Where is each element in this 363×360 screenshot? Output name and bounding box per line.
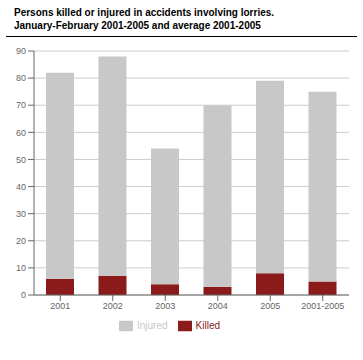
svg-text:50: 50	[16, 155, 26, 165]
svg-text:0: 0	[21, 290, 26, 300]
svg-text:90: 90	[16, 46, 26, 56]
svg-text:20: 20	[16, 236, 26, 246]
svg-text:2001-2005: 2001-2005	[301, 301, 344, 311]
svg-text:70: 70	[16, 100, 26, 110]
svg-text:2001: 2001	[50, 301, 70, 311]
html-text:Injured: Injured	[137, 319, 168, 331]
svg-text:30: 30	[16, 209, 26, 219]
svg-text:2003: 2003	[155, 301, 175, 311]
svg-text:10: 10	[16, 263, 26, 273]
svg-text:60: 60	[16, 128, 26, 138]
html-text:January-February 2001-2005 and: January-February 2001-2005 and average 2…	[14, 20, 261, 31]
html-text:Persons killed or injured in a: Persons killed or injured in accidents i…	[14, 7, 275, 18]
html-text:Killed: Killed	[195, 319, 220, 331]
svg-text:40: 40	[16, 182, 26, 192]
svg-text:2005: 2005	[260, 301, 280, 311]
svg-text:2004: 2004	[208, 301, 228, 311]
svg-text:2002: 2002	[103, 301, 123, 311]
svg-text:80: 80	[16, 73, 26, 83]
